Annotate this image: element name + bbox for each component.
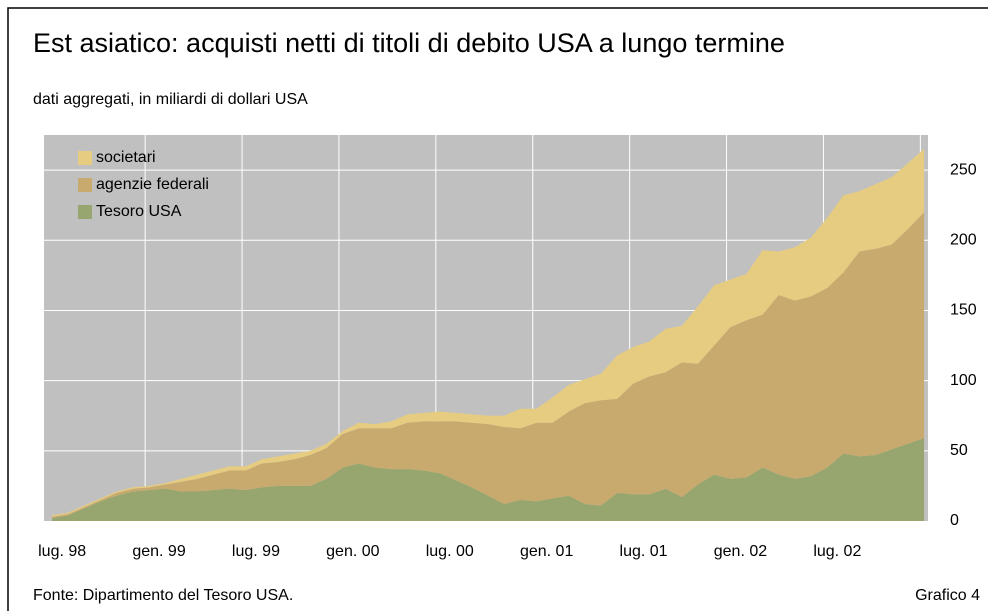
- legend-swatch: [78, 151, 92, 165]
- area: [52, 438, 925, 521]
- x-tick-label: lug. 00: [426, 543, 474, 560]
- legend-swatch: [78, 178, 92, 192]
- y-tick-label: 200: [950, 231, 977, 248]
- frame: [7, 7, 988, 611]
- legend-label: agenzie federali: [96, 176, 209, 193]
- y-tick-label: 250: [950, 161, 977, 178]
- legend-label: Tesoro USA: [96, 203, 182, 220]
- x-tick-label: gen. 01: [520, 543, 573, 560]
- x-tick-label: lug. 02: [813, 543, 861, 560]
- chart-title: Est asiatico: acquisti netti di titoli d…: [33, 28, 785, 58]
- legend-label: societari: [96, 149, 156, 166]
- x-tick-label: lug. 01: [620, 543, 668, 560]
- source: Fonte: Dipartimento del Tesoro USA.: [33, 587, 293, 604]
- figure-label: Grafico 4: [915, 587, 980, 604]
- x-tick-label: gen. 99: [132, 543, 185, 560]
- x-tick-label: gen. 02: [714, 543, 767, 560]
- y-tick-label: 100: [950, 372, 977, 389]
- legend-swatch: [78, 205, 92, 219]
- chart-subtitle: dati aggregati, in miliardi di dollari U…: [33, 91, 308, 108]
- y-tick-label: 150: [950, 302, 977, 319]
- x-tick-label: lug. 99: [232, 543, 280, 560]
- y-tick-label: 50: [950, 442, 968, 459]
- x-tick-label: gen. 00: [326, 543, 379, 560]
- y-tick-label: 0: [950, 512, 959, 529]
- x-tick-label: lug. 98: [38, 543, 86, 560]
- area: [52, 212, 925, 519]
